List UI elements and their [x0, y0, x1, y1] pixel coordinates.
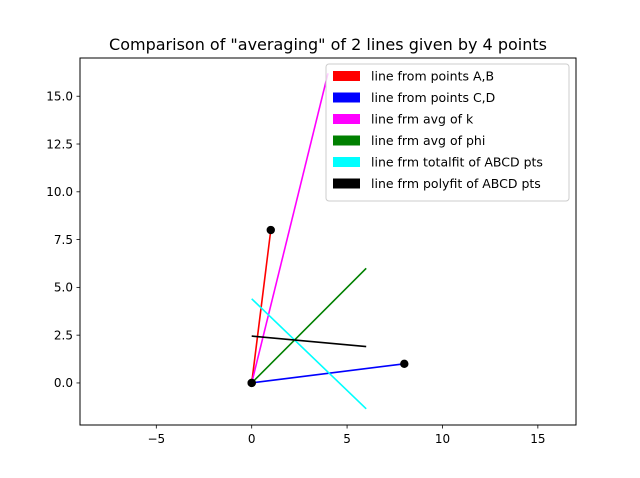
- series-line-1: [250, 229, 272, 383]
- x-tick-label: 10: [435, 432, 450, 446]
- y-tick-label: 7.5: [54, 233, 73, 247]
- plot-lines: [250, 73, 405, 410]
- scatter-point-2: [266, 225, 275, 235]
- series-line-3: [250, 73, 329, 384]
- series-line-4: [251, 267, 367, 384]
- legend: line from points A,B line from points C,D…: [325, 63, 570, 202]
- legend-swatch-4: [333, 135, 360, 146]
- legend-swatch-5: [333, 157, 360, 167]
- legend-label-1: line from points A,B: [371, 69, 494, 84]
- chart-title: Comparison of "averaging" of 2 lines giv…: [109, 35, 547, 54]
- y-tick-label: 12.5: [46, 137, 73, 151]
- legend-swatch-2: [333, 92, 360, 103]
- legend-swatch-1: [333, 71, 360, 81]
- x-tick-label: 0: [248, 432, 256, 446]
- legend-label-6: line frm polyfit of ABCD pts: [371, 176, 541, 191]
- legend-label-5: line frm totalfit of ABCD pts: [371, 155, 543, 170]
- legend-box: [325, 63, 570, 202]
- y-tick-label: 5.0: [54, 281, 73, 295]
- y-tick-label: 0.0: [54, 376, 73, 390]
- series-line-5: [251, 298, 367, 410]
- legend-label-3: line frm avg of k: [371, 112, 474, 127]
- scatter-point-4: [400, 359, 409, 369]
- legend-label-2: line from points C,D: [371, 90, 495, 105]
- legend-label-4: line frm avg of phi: [371, 133, 485, 148]
- y-tick-label: 2.5: [54, 328, 73, 342]
- scatter-point-3: [247, 378, 256, 388]
- x-tick-label: 15: [530, 432, 545, 446]
- series-line-2: [251, 363, 405, 384]
- y-tick-label: 15.0: [46, 90, 73, 104]
- y-axis: 0.0 2.5 5.0 7.5 10.0 12.5 15.0: [46, 90, 80, 390]
- legend-swatch-6: [333, 178, 360, 189]
- x-tick-label: −5: [147, 432, 165, 446]
- plot-points: [247, 225, 409, 388]
- plot-frame: [79, 57, 577, 426]
- y-tick-label: 10.0: [46, 185, 73, 199]
- x-axis: −5 0 5 10 15: [147, 425, 545, 446]
- legend-swatch-3: [333, 114, 360, 124]
- series-line-6: [251, 335, 367, 348]
- x-tick-label: 5: [343, 432, 351, 446]
